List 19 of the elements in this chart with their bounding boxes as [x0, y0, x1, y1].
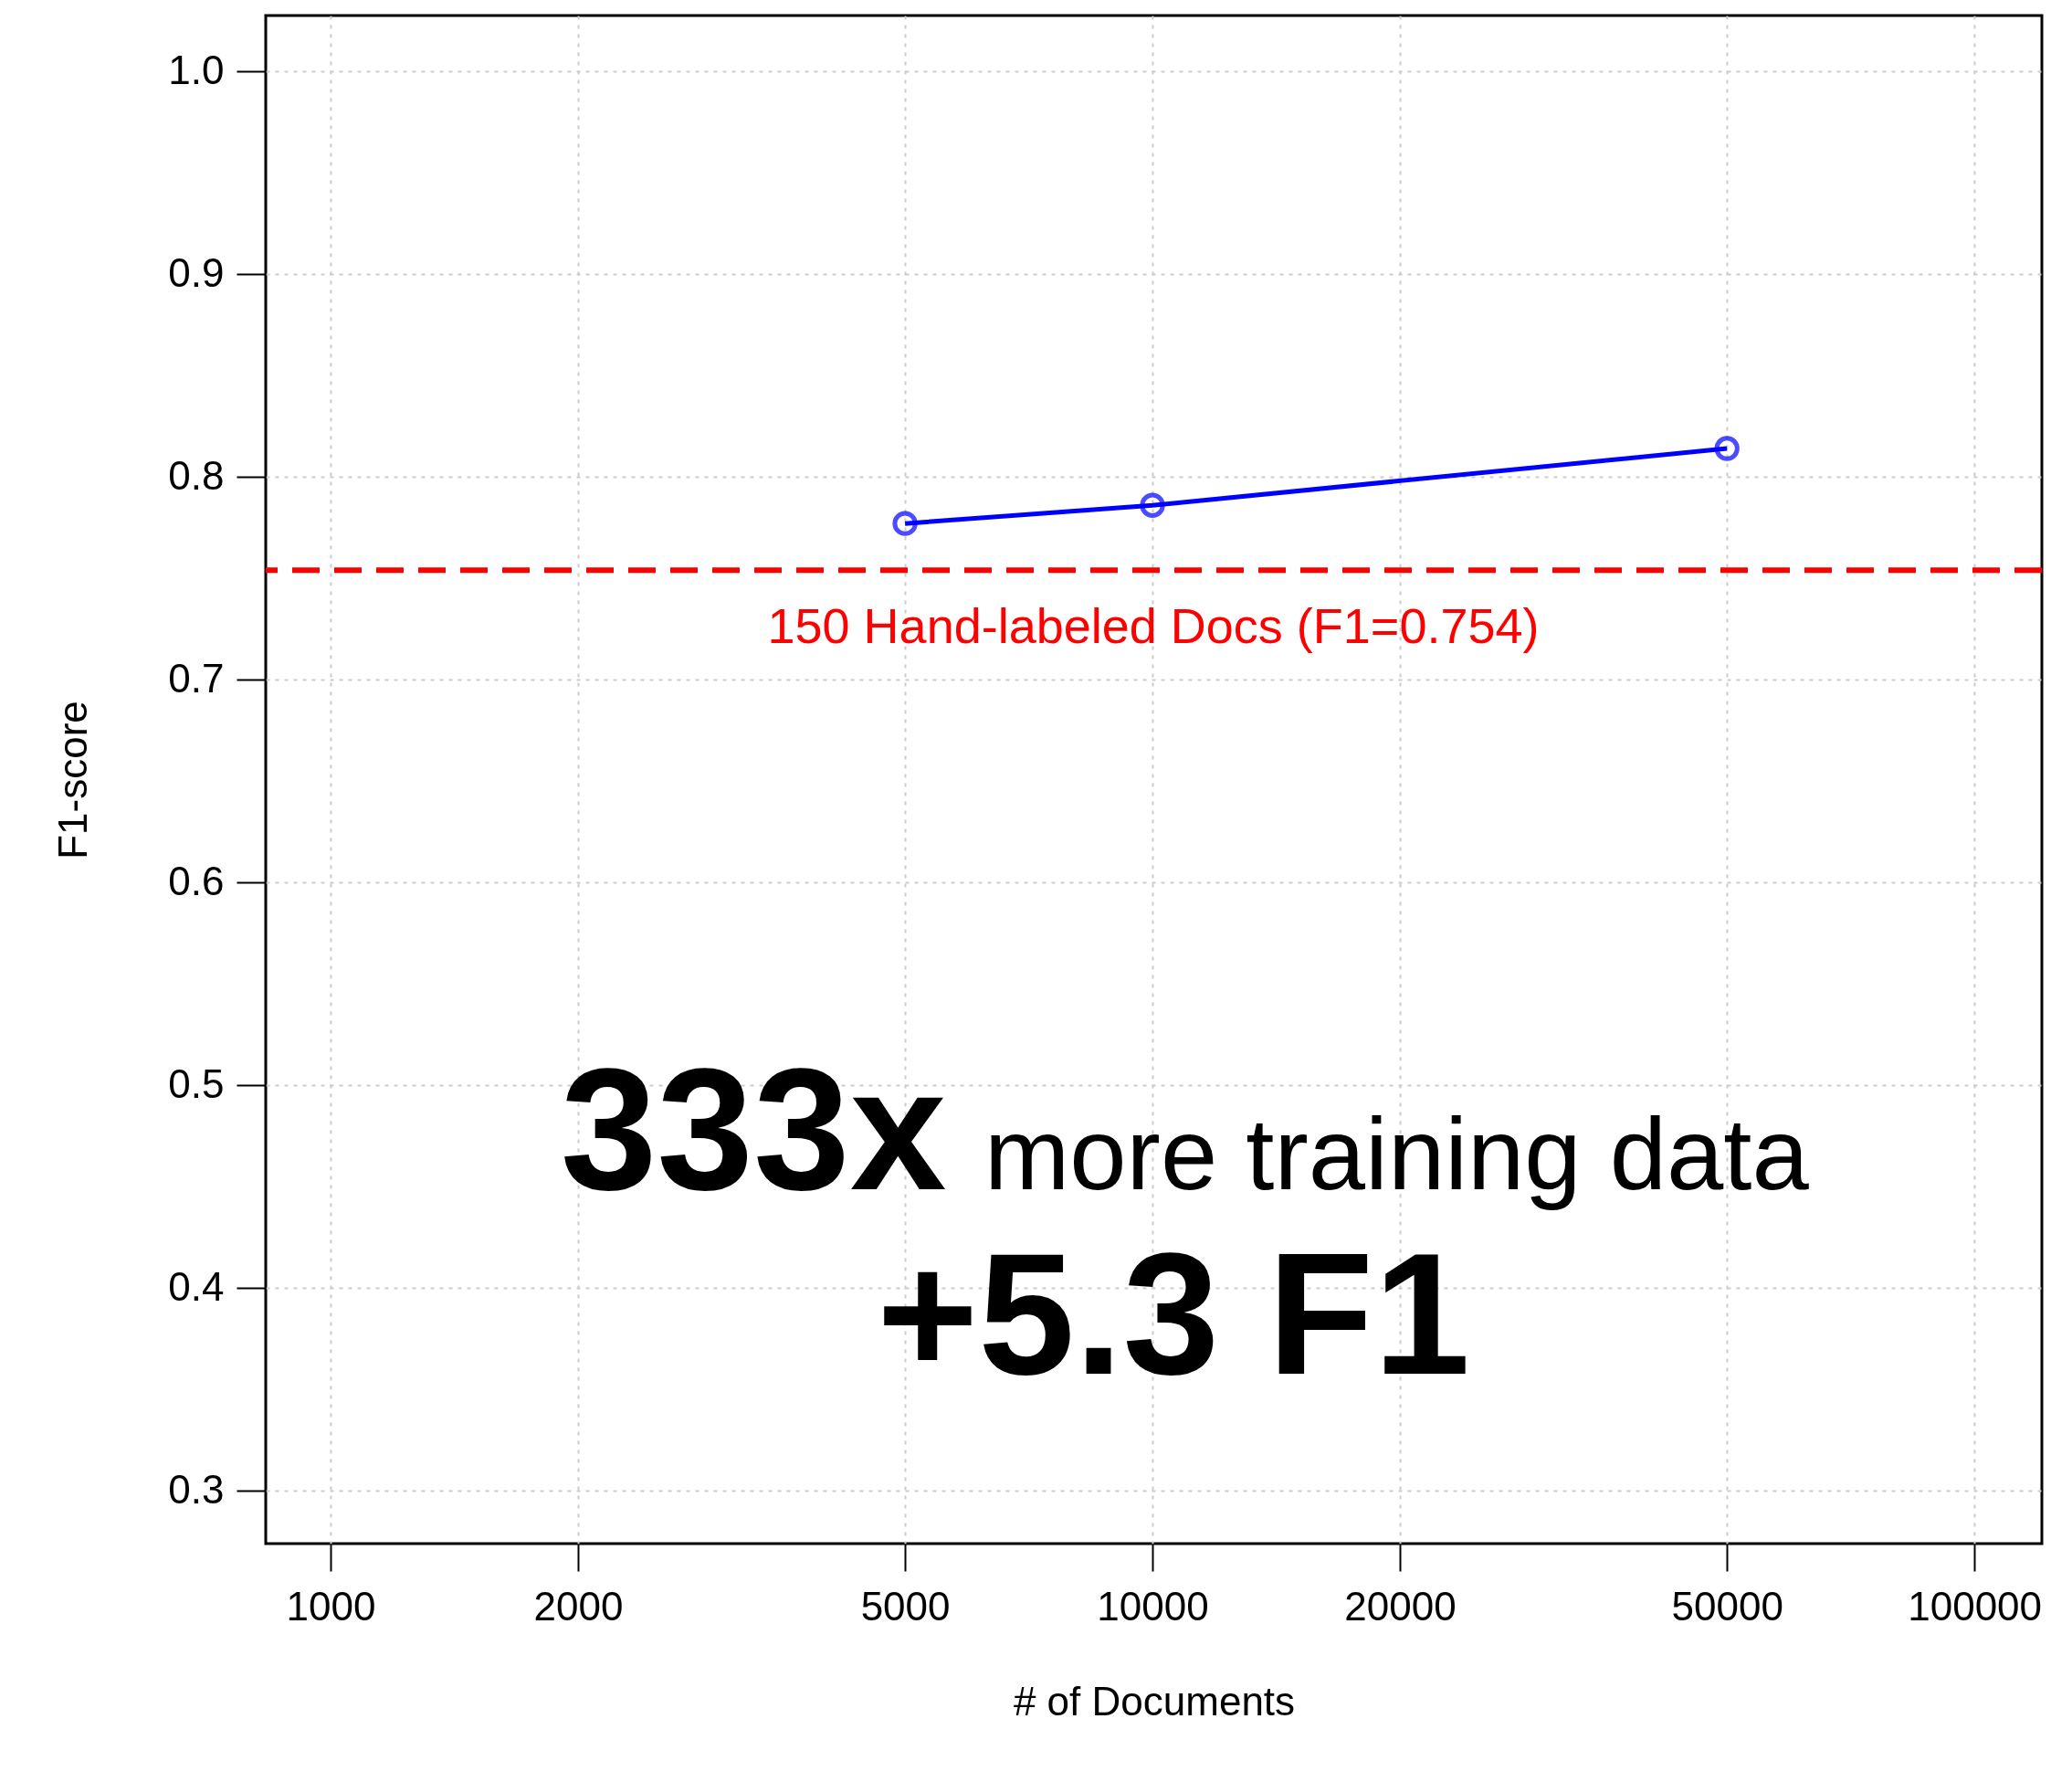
- y-tick-label: 0.7: [168, 655, 225, 701]
- x-tick-label: 2000: [533, 1583, 624, 1629]
- x-tick-label: 100000: [1908, 1583, 2043, 1629]
- x-tick-label: 50000: [1671, 1583, 1783, 1629]
- ref-line-label: 150 Hand-labeled Docs (F1=0.754): [767, 598, 1540, 654]
- x-tick-label: 20000: [1344, 1583, 1457, 1629]
- y-tick-label: 0.9: [168, 249, 225, 295]
- y-tick-label: 0.4: [168, 1263, 225, 1309]
- y-tick-label: 0.6: [168, 858, 225, 903]
- x-tick-label: 10000: [1097, 1583, 1209, 1629]
- y-tick-label: 1.0: [168, 47, 225, 92]
- annotation: more training data: [984, 1097, 1810, 1211]
- y-tick-label: 0.5: [168, 1060, 225, 1106]
- y-tick-label: 0.8: [168, 452, 225, 498]
- y-tick-label: 0.3: [168, 1466, 225, 1512]
- x-tick-label: 1000: [286, 1583, 376, 1629]
- x-axis-title: # of Documents: [1013, 1678, 1296, 1724]
- y-axis-title: F1-score: [50, 701, 96, 859]
- x-tick-label: 5000: [860, 1583, 951, 1629]
